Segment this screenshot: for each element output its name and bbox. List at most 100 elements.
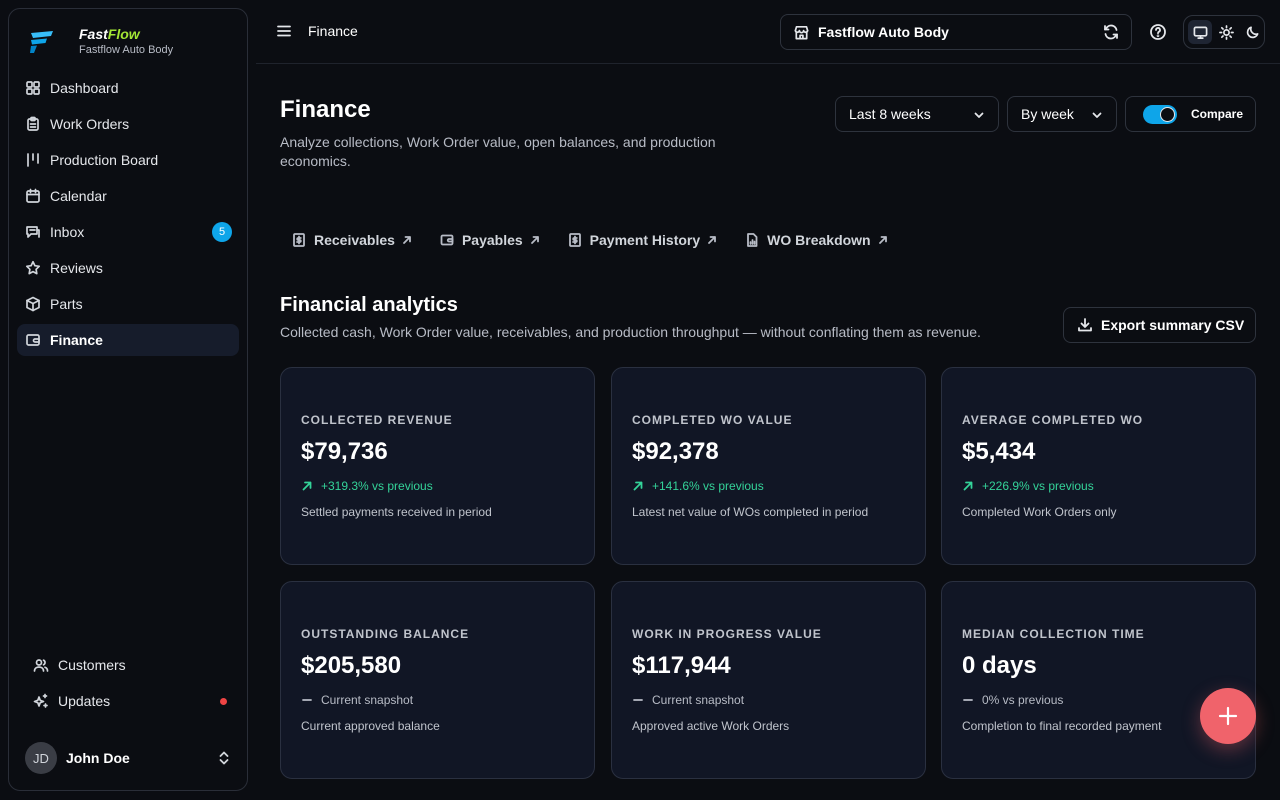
metric-card-median-collection-time: MEDIAN COLLECTION TIME 0 days 0% vs prev… — [941, 581, 1256, 779]
kanban-icon — [25, 152, 41, 168]
sidebar-item-label: Dashboard — [50, 80, 119, 96]
link-payables[interactable]: Payables — [440, 232, 540, 248]
sidebar-item-updates[interactable]: Updates — [25, 685, 231, 717]
grouping-value: By week — [1021, 106, 1074, 122]
dash-icon — [633, 699, 643, 701]
link-payment-history[interactable]: Payment History — [568, 232, 717, 248]
sidebar-bottom-nav: Customers Updates — [25, 649, 231, 721]
metric-card-work-in-progress-value: WORK IN PROGRESS VALUE $117,944 Current … — [611, 581, 926, 779]
sidebar-item-customers[interactable]: Customers — [25, 649, 231, 681]
file-chart-icon — [747, 233, 758, 247]
sun-icon — [1218, 24, 1234, 40]
shop-selector[interactable]: Fastflow Auto Body — [780, 14, 1132, 50]
trend-up-icon — [963, 481, 973, 491]
export-csv-button[interactable]: Export summary CSV — [1063, 307, 1256, 343]
chevron-down-icon — [1092, 112, 1102, 118]
sidebar-item-label: Customers — [58, 657, 126, 673]
trend-up-icon — [302, 481, 312, 491]
sidebar-item-label: Parts — [50, 296, 83, 312]
compare-switch[interactable] — [1143, 105, 1177, 124]
theme-light-button[interactable] — [1214, 20, 1238, 44]
link-label: Payment History — [589, 232, 701, 248]
section-description: Collected cash, Work Order value, receiv… — [280, 324, 981, 340]
sidebar-item-parts[interactable]: Parts — [17, 288, 239, 320]
brand-name: FastFlow — [79, 25, 140, 42]
sidebar-item-label: Updates — [58, 693, 111, 709]
arrow-up-right-icon — [530, 236, 539, 244]
calendar-icon — [25, 188, 41, 204]
sidebar-nav: Dashboard Work Orders Production Board C… — [17, 72, 239, 360]
sidebar-item-production-board[interactable]: Production Board — [17, 144, 239, 176]
grid-icon — [25, 80, 41, 96]
compare-label: Compare — [1191, 107, 1244, 121]
trend-up-icon — [633, 481, 643, 491]
metric-note: Completed Work Orders only — [962, 505, 1117, 519]
date-range-select[interactable]: Last 8 weeks — [835, 96, 999, 132]
sidebar: FastFlow Fastflow Auto Body Dashboard Wo… — [8, 8, 248, 791]
theme-dark-button[interactable] — [1240, 20, 1264, 44]
metric-trend: Current snapshot — [632, 693, 744, 707]
theme-system-button[interactable] — [1188, 20, 1212, 44]
metric-note: Approved active Work Orders — [632, 719, 790, 733]
sidebar-item-finance[interactable]: Finance — [17, 324, 239, 356]
refresh-icon[interactable] — [1103, 24, 1119, 40]
sidebar-item-label: Finance — [50, 332, 103, 348]
sidebar-item-work-orders[interactable]: Work Orders — [17, 108, 239, 140]
link-receivables[interactable]: Receivables — [292, 232, 412, 248]
metric-note: Current approved balance — [301, 719, 440, 733]
inbox-count-badge: 5 — [212, 222, 232, 242]
arrow-up-right-icon — [403, 236, 411, 244]
user-menu[interactable]: JD John Doe — [25, 741, 235, 775]
sidebar-item-inbox[interactable]: Inbox 5 — [17, 216, 239, 248]
help-icon[interactable] — [1149, 23, 1167, 41]
metric-trend: +319.3% vs previous — [301, 479, 433, 493]
metric-label: OUTSTANDING BALANCE — [301, 627, 470, 641]
shop-name: Fastflow Auto Body — [818, 24, 949, 40]
unread-dot — [220, 698, 227, 705]
compare-toggle[interactable]: Compare — [1125, 96, 1256, 132]
switch-knob — [1160, 107, 1175, 122]
metric-label: WORK IN PROGRESS VALUE — [632, 627, 822, 641]
link-label: Receivables — [314, 232, 395, 248]
section-title: Financial analytics — [280, 294, 458, 316]
plus-icon — [1218, 706, 1238, 726]
export-label: Export summary CSV — [1101, 317, 1245, 333]
metric-label: MEDIAN COLLECTION TIME — [962, 627, 1145, 641]
monitor-icon — [1193, 26, 1207, 39]
arrow-up-right-icon — [878, 236, 887, 244]
users-icon — [33, 657, 49, 673]
metric-value: 0 days — [962, 652, 1037, 679]
chevrons-up-down-icon — [217, 750, 231, 766]
sidebar-item-dashboard[interactable]: Dashboard — [17, 72, 239, 104]
metric-trend: +141.6% vs previous — [632, 479, 764, 493]
receipt-icon — [568, 233, 581, 247]
brand[interactable]: FastFlow Fastflow Auto Body — [27, 25, 173, 57]
link-wo-breakdown[interactable]: WO Breakdown — [745, 232, 887, 248]
arrow-up-right-icon — [708, 236, 717, 244]
sidebar-item-reviews[interactable]: Reviews — [17, 252, 239, 284]
metric-value: $5,434 — [962, 438, 1036, 465]
metric-label: AVERAGE COMPLETED WO — [962, 413, 1144, 427]
dash-icon — [302, 699, 312, 701]
fastflow-logo-icon — [30, 31, 53, 53]
download-icon — [1078, 318, 1092, 332]
clipboard-icon — [25, 116, 41, 132]
sparkles-icon — [33, 693, 49, 709]
grouping-select[interactable]: By week — [1007, 96, 1117, 132]
add-fab-button[interactable] — [1200, 688, 1256, 744]
wallet-icon — [25, 332, 41, 348]
menu-icon[interactable] — [276, 23, 292, 39]
store-icon — [794, 25, 809, 39]
chevron-down-icon — [974, 112, 984, 118]
metric-card-collected-revenue: COLLECTED REVENUE $79,736 +319.3% vs pre… — [280, 367, 595, 565]
link-label: WO Breakdown — [767, 232, 871, 248]
sidebar-item-calendar[interactable]: Calendar — [17, 180, 239, 212]
metric-card-completed-wo-value: COMPLETED WO VALUE $92,378 +141.6% vs pr… — [611, 367, 926, 565]
metric-label: COLLECTED REVENUE — [301, 413, 453, 427]
receipt-icon — [293, 233, 305, 247]
sidebar-item-label: Work Orders — [50, 116, 130, 132]
quick-links: Receivables Payables Payment History WO … — [292, 232, 916, 248]
inbox-icon — [25, 224, 41, 240]
metric-trend: +226.9% vs previous — [962, 479, 1094, 493]
dash-icon — [963, 699, 973, 701]
